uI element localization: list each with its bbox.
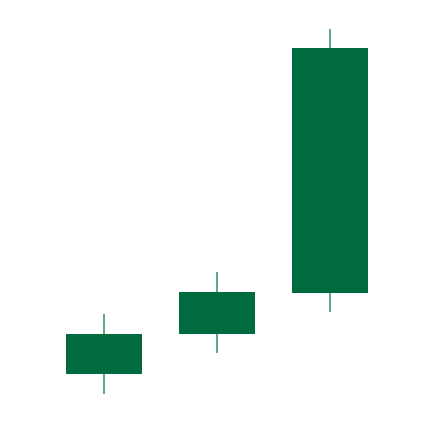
- candle-body-2: [179, 292, 255, 334]
- candles-group: [66, 29, 368, 394]
- candle-body-1: [66, 334, 142, 374]
- candle-body-3: [292, 48, 368, 293]
